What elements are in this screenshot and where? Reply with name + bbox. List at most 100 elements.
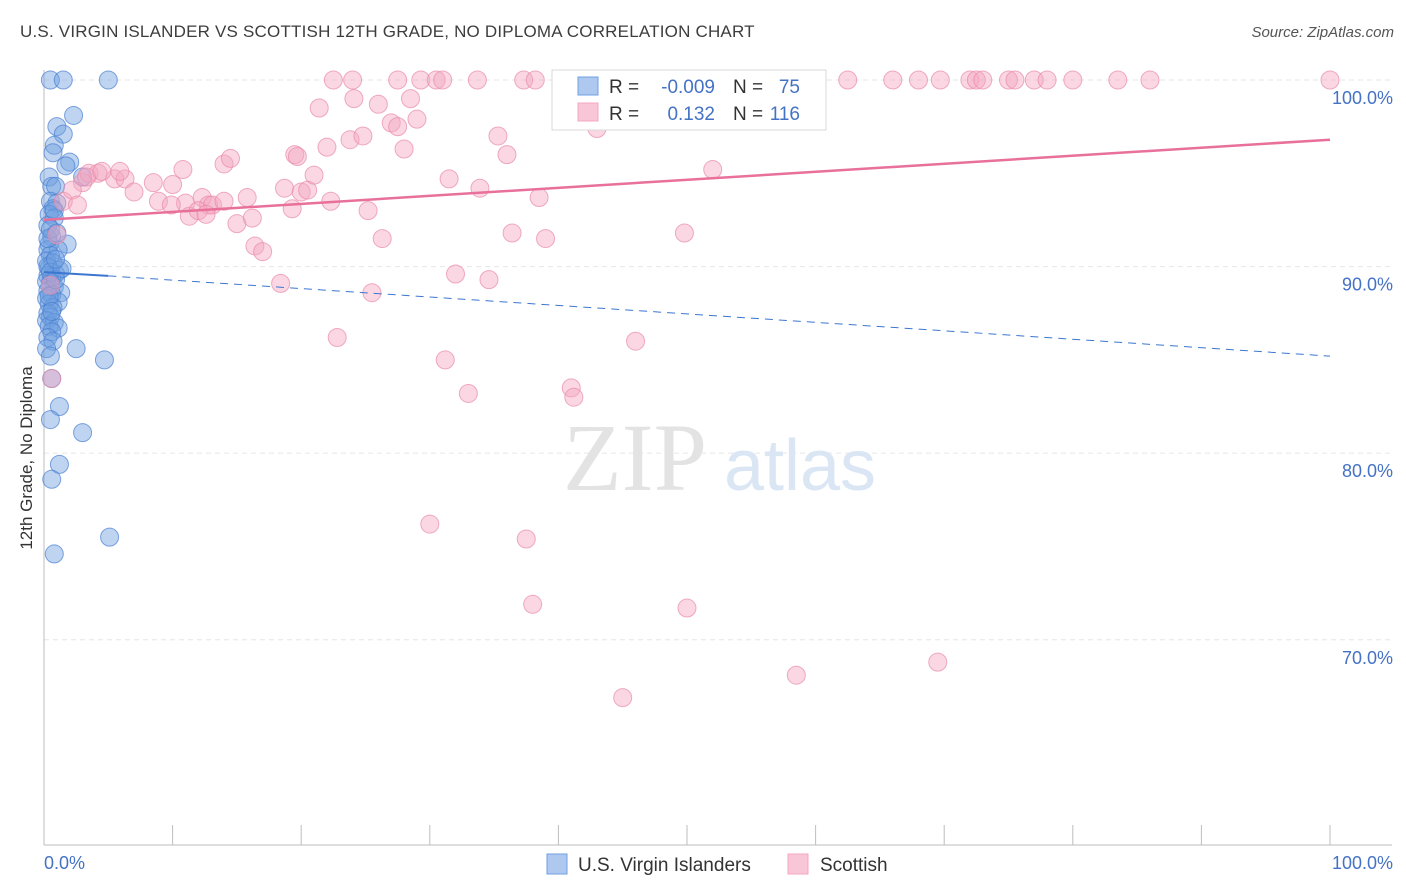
point-virgin-islanders xyxy=(43,331,63,351)
point-scottish xyxy=(388,117,408,137)
point-scottish xyxy=(966,70,986,90)
point-virgin-islanders xyxy=(98,70,118,90)
point-scottish xyxy=(433,70,453,90)
point-scottish xyxy=(1063,70,1083,90)
point-virgin-islanders xyxy=(40,346,60,366)
point-scottish xyxy=(435,350,455,370)
point-scottish xyxy=(143,173,163,193)
bottom-legend-label-scottish: Scottish xyxy=(820,855,888,876)
point-scottish xyxy=(353,126,373,146)
point-scottish xyxy=(786,665,806,685)
legend-r-label-2: R = xyxy=(609,104,639,125)
point-virgin-islanders xyxy=(56,156,76,176)
source-text: Source: ZipAtlas.com xyxy=(1251,24,1394,41)
point-scottish xyxy=(1108,70,1128,90)
point-scottish xyxy=(1005,70,1025,90)
point-scottish xyxy=(529,188,549,208)
point-scottish xyxy=(368,94,388,114)
point-scottish xyxy=(394,139,414,159)
point-scottish xyxy=(358,201,378,221)
point-scottish xyxy=(458,383,478,403)
point-virgin-islanders xyxy=(49,397,69,417)
point-scottish xyxy=(42,369,62,389)
point-scottish xyxy=(439,169,459,189)
x-tick-label-min: 0.0% xyxy=(44,853,85,873)
point-scottish xyxy=(1320,70,1340,90)
point-scottish xyxy=(344,89,364,109)
point-scottish xyxy=(1140,70,1160,90)
point-scottish xyxy=(343,70,363,90)
legend-n-value-1: 75 xyxy=(779,77,800,98)
point-scottish xyxy=(285,145,305,165)
bottom-legend-swatch-virgin-islanders xyxy=(546,853,568,875)
legend-n-value-2: 116 xyxy=(770,104,800,125)
point-scottish xyxy=(92,161,112,181)
y-tick-label: 70.0% xyxy=(1342,648,1393,668)
point-scottish xyxy=(401,89,421,109)
point-virgin-islanders xyxy=(66,339,86,359)
legend-n-label-2: N = xyxy=(733,104,763,125)
watermark-atlas: atlas xyxy=(724,426,876,506)
point-scottish xyxy=(488,126,508,146)
point-virgin-islanders xyxy=(64,105,84,125)
point-scottish xyxy=(253,242,273,262)
trend-line-virgin-islanders xyxy=(43,271,109,277)
point-scottish xyxy=(237,188,257,208)
point-virgin-islanders xyxy=(46,270,66,290)
point-scottish xyxy=(1037,70,1057,90)
bottom-legend: U.S. Virgin Islanders Scottish xyxy=(546,853,888,876)
point-virgin-islanders xyxy=(44,135,64,155)
point-virgin-islanders xyxy=(94,350,114,370)
point-scottish xyxy=(291,182,311,202)
y-tick-label: 100.0% xyxy=(1332,88,1393,108)
point-scottish xyxy=(446,264,466,284)
point-scottish xyxy=(124,182,144,202)
point-virgin-islanders xyxy=(47,117,67,137)
point-scottish xyxy=(372,229,392,249)
point-virgin-islanders xyxy=(47,193,67,213)
legend-r-value-1: -0.009 xyxy=(661,77,715,98)
point-scottish xyxy=(271,273,291,293)
bottom-legend-label-virgin-islanders: U.S. Virgin Islanders xyxy=(578,855,751,876)
point-scottish xyxy=(214,191,234,211)
point-virgin-islanders xyxy=(49,454,69,474)
bottom-legend-swatch-scottish xyxy=(787,853,809,875)
point-virgin-islanders xyxy=(44,544,64,564)
point-scottish xyxy=(502,223,522,243)
y-tick-label: 80.0% xyxy=(1342,461,1393,481)
point-scottish xyxy=(930,70,950,90)
point-scottish xyxy=(626,331,646,351)
point-scottish xyxy=(677,598,697,618)
point-scottish xyxy=(928,652,948,672)
point-scottish xyxy=(173,160,193,180)
point-scottish xyxy=(327,327,347,347)
stats-legend: R = -0.009 N = 75 R = 0.132 N = 116 xyxy=(551,69,827,131)
point-virgin-islanders xyxy=(60,152,80,172)
point-scottish xyxy=(196,204,216,224)
x-tick-label-max: 100.0% xyxy=(1332,853,1393,873)
point-scottish xyxy=(467,70,487,90)
point-scottish xyxy=(287,146,307,166)
point-scottish xyxy=(110,161,130,181)
watermark-zip: ZIP xyxy=(563,404,707,511)
chart-title: U.S. VIRGIN ISLANDER VS SCOTTISH 12TH GR… xyxy=(20,22,755,41)
point-scottish xyxy=(282,199,302,219)
legend-r-value-2: 0.132 xyxy=(667,104,715,125)
point-virgin-islanders xyxy=(43,143,63,163)
point-scottish xyxy=(497,145,517,165)
point-virgin-islanders xyxy=(46,249,66,269)
point-scottish xyxy=(62,180,82,200)
watermark: ZIP atlas xyxy=(563,404,876,511)
point-virgin-islanders xyxy=(100,527,120,547)
point-scottish xyxy=(479,270,499,290)
point-scottish xyxy=(973,70,993,90)
point-scottish xyxy=(73,173,93,193)
point-scottish xyxy=(274,178,294,198)
y-axis-label: 12th Grade, No Diploma xyxy=(17,366,36,550)
point-scottish xyxy=(47,225,67,245)
point-scottish xyxy=(304,165,324,185)
point-scottish xyxy=(323,70,343,90)
point-scottish xyxy=(564,387,584,407)
point-scottish xyxy=(245,236,265,256)
